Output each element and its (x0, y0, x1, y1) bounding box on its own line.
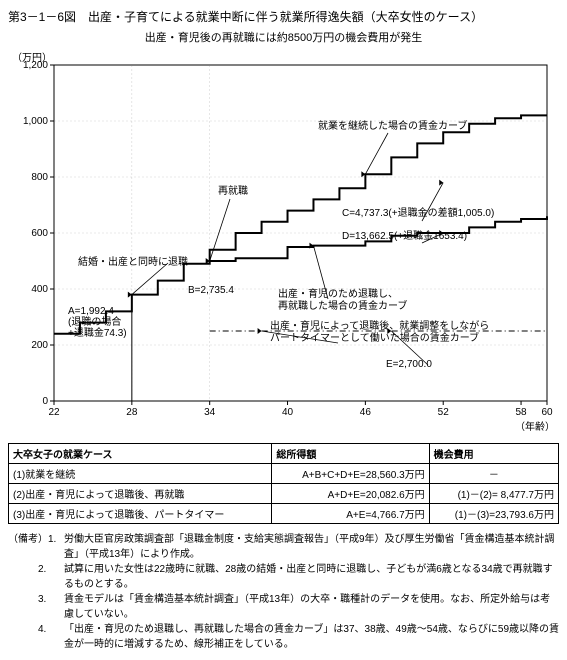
svg-text:58: 58 (515, 407, 527, 418)
annot-pt-line1: 出産・育児によって退職後、就業調整をしながら (270, 321, 489, 333)
annot-pt-line2: パートタイマーとして働いた場合の賃金カーブ (270, 333, 479, 345)
svg-text:52: 52 (438, 407, 450, 418)
annot-E: E=2,700.0 (386, 359, 432, 371)
table-row: (1)就業を継続 A+B+C+D+E=28,560.3万円 － (9, 464, 559, 484)
svg-text:1,200: 1,200 (23, 60, 48, 71)
svg-text:34: 34 (204, 407, 216, 418)
svg-text:600: 600 (31, 228, 48, 239)
svg-text:28: 28 (126, 407, 138, 418)
annot-A: A=1,992.4 (68, 306, 114, 318)
svg-text:22: 22 (48, 407, 60, 418)
th-total: 総所得額 (272, 444, 429, 464)
figure-subtitle: 出産・育児後の再就職には約8500万円の機会費用が発生 (8, 29, 559, 45)
svg-text:200: 200 (31, 340, 48, 351)
svg-text:46: 46 (360, 407, 372, 418)
annot-B: B=2,735.4 (188, 285, 234, 297)
annot-reemploy-line1: 出産・育児のため退職し、 (278, 289, 398, 301)
svg-text:60: 60 (541, 407, 553, 418)
svg-text:0: 0 (42, 396, 48, 407)
cases-table: 大卒女子の就業ケース 総所得額 機会費用 (1)就業を継続 A+B+C+D+E=… (8, 443, 559, 524)
annot-reemploy-event: 再就職 (218, 186, 248, 198)
annot-C: C=4,737.3(+退職金の差額1,005.0) (342, 208, 494, 220)
svg-text:40: 40 (282, 407, 294, 418)
annot-reemploy-line2: 再就職した場合の賃金カーブ (278, 301, 407, 313)
table-row: (3)出産・育児によって退職後、パートタイマー A+E=4,766.7万円 (1… (9, 504, 559, 524)
th-opcost: 機会費用 (429, 444, 558, 464)
annot-A2: (退職の場合 (68, 317, 121, 329)
notes: （備考）1.労働大臣官房政策調査部「退職金制度・支給実態調査報告」（平成9年）及… (8, 532, 559, 652)
annot-D: D=13,662.5(+退職金1653.4) (342, 231, 467, 243)
annot-A3: +退職金74.3) (68, 328, 127, 340)
figure-title: 第3－1－6図 出産・子育てによる就業中断に伴う就業所得逸失額（大卒女性のケース… (8, 8, 559, 25)
annot-marriage-quit: 結婚・出産と同時に退職 (78, 257, 188, 269)
svg-text:800: 800 (31, 172, 48, 183)
svg-text:1,000: 1,000 (23, 116, 48, 127)
annot-continuous: 就業を継続した場合の賃金カーブ (318, 121, 467, 133)
chart-svg: 0 200 400 600 800 1,000 1,200 22 28 34 40 46 52 58 60 (8, 51, 559, 431)
chart: （万円） 02004006008001,0001,200222834404652… (8, 51, 559, 431)
th-case: 大卒女子の就業ケース (9, 444, 272, 464)
table-row: (2)出産・育児によって退職後、再就職 A+D+E=20,082.6万円 (1)… (9, 484, 559, 504)
x-axis-label: （年齢） (515, 418, 555, 433)
svg-text:400: 400 (31, 284, 48, 295)
